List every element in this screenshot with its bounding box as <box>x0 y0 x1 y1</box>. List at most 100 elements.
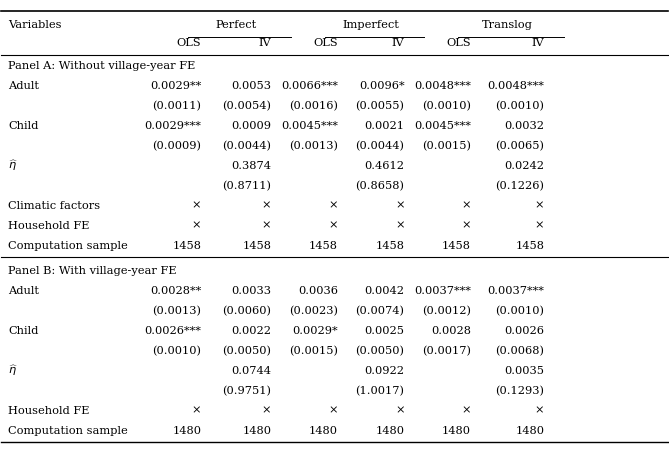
Text: (0.8658): (0.8658) <box>355 181 405 191</box>
Text: Household FE: Household FE <box>8 221 90 231</box>
Text: (0.0044): (0.0044) <box>355 141 405 151</box>
Text: Translog: Translog <box>482 20 533 30</box>
Text: 0.0028: 0.0028 <box>431 326 471 336</box>
Text: Perfect: Perfect <box>215 20 257 30</box>
Text: 1480: 1480 <box>172 425 201 436</box>
Text: (0.9751): (0.9751) <box>222 386 271 396</box>
Text: 1458: 1458 <box>442 241 471 251</box>
Text: ×: × <box>535 201 545 211</box>
Text: 0.3874: 0.3874 <box>231 161 271 171</box>
Text: ×: × <box>192 201 201 211</box>
Text: ×: × <box>328 201 338 211</box>
Text: 0.0028**: 0.0028** <box>150 286 201 296</box>
Text: ×: × <box>328 221 338 231</box>
Text: 0.0029**: 0.0029** <box>150 81 201 91</box>
Text: 0.0026: 0.0026 <box>504 326 545 336</box>
Text: 0.0009: 0.0009 <box>231 121 271 131</box>
Text: 0.0048***: 0.0048*** <box>488 81 545 91</box>
Text: ×: × <box>395 406 405 416</box>
Text: OLS: OLS <box>313 38 338 48</box>
Text: 0.0096*: 0.0096* <box>359 81 405 91</box>
Text: IV: IV <box>532 38 545 48</box>
Text: 0.0048***: 0.0048*** <box>414 81 471 91</box>
Text: 0.0032: 0.0032 <box>504 121 545 131</box>
Text: 1480: 1480 <box>309 425 338 436</box>
Text: Variables: Variables <box>8 20 62 30</box>
Text: ×: × <box>328 406 338 416</box>
Text: 1458: 1458 <box>309 241 338 251</box>
Text: Climatic factors: Climatic factors <box>8 201 100 211</box>
Text: (0.8711): (0.8711) <box>222 181 271 191</box>
Text: (0.0010): (0.0010) <box>422 101 471 111</box>
Text: (0.0050): (0.0050) <box>222 345 271 356</box>
Text: Imperfect: Imperfect <box>343 20 399 30</box>
Text: (0.0013): (0.0013) <box>153 306 201 316</box>
Text: 1480: 1480 <box>242 425 271 436</box>
Text: (1.0017): (1.0017) <box>355 386 405 396</box>
Text: Household FE: Household FE <box>8 406 90 416</box>
Text: 0.0045***: 0.0045*** <box>414 121 471 131</box>
Text: Panel A: Without village-year FE: Panel A: Without village-year FE <box>8 61 195 71</box>
Text: 1458: 1458 <box>172 241 201 251</box>
Text: (0.0015): (0.0015) <box>422 141 471 151</box>
Text: (0.0010): (0.0010) <box>495 306 545 316</box>
Text: OLS: OLS <box>446 38 471 48</box>
Text: (0.0010): (0.0010) <box>495 101 545 111</box>
Text: (0.0009): (0.0009) <box>153 141 201 151</box>
Text: ×: × <box>262 201 271 211</box>
Text: ×: × <box>395 221 405 231</box>
Text: ×: × <box>395 201 405 211</box>
Text: (0.0060): (0.0060) <box>222 306 271 316</box>
Text: 0.0744: 0.0744 <box>231 366 271 376</box>
Text: 0.0033: 0.0033 <box>231 286 271 296</box>
Text: 0.0022: 0.0022 <box>231 326 271 336</box>
Text: (0.0011): (0.0011) <box>153 101 201 111</box>
Text: 1458: 1458 <box>515 241 545 251</box>
Text: Panel B: With village-year FE: Panel B: With village-year FE <box>8 266 177 276</box>
Text: (0.1226): (0.1226) <box>495 181 545 191</box>
Text: 1458: 1458 <box>242 241 271 251</box>
Text: Computation sample: Computation sample <box>8 241 128 251</box>
Text: 0.0035: 0.0035 <box>504 366 545 376</box>
Text: (0.0065): (0.0065) <box>495 141 545 151</box>
Text: IV: IV <box>258 38 271 48</box>
Text: 0.0922: 0.0922 <box>365 366 405 376</box>
Text: ×: × <box>262 406 271 416</box>
Text: 1458: 1458 <box>375 241 405 251</box>
Text: 1480: 1480 <box>375 425 405 436</box>
Text: Child: Child <box>8 121 38 131</box>
Text: 0.0026***: 0.0026*** <box>145 326 201 336</box>
Text: 0.0242: 0.0242 <box>504 161 545 171</box>
Text: (0.0017): (0.0017) <box>422 345 471 356</box>
Text: (0.0015): (0.0015) <box>289 345 338 356</box>
Text: OLS: OLS <box>177 38 201 48</box>
Text: (0.0044): (0.0044) <box>222 141 271 151</box>
Text: ×: × <box>192 406 201 416</box>
Text: (0.0010): (0.0010) <box>153 345 201 356</box>
Text: 1480: 1480 <box>442 425 471 436</box>
Text: (0.0023): (0.0023) <box>289 306 338 316</box>
Text: 0.0037***: 0.0037*** <box>414 286 471 296</box>
Text: 0.0029***: 0.0029*** <box>145 121 201 131</box>
Text: (0.0012): (0.0012) <box>422 306 471 316</box>
Text: Child: Child <box>8 326 38 336</box>
Text: ×: × <box>462 406 471 416</box>
Text: ×: × <box>462 201 471 211</box>
Text: ×: × <box>535 406 545 416</box>
Text: Adult: Adult <box>8 286 39 296</box>
Text: (0.0074): (0.0074) <box>355 306 405 316</box>
Text: ×: × <box>192 221 201 231</box>
Text: $\widehat{\eta}$: $\widehat{\eta}$ <box>8 159 18 173</box>
Text: 0.4612: 0.4612 <box>365 161 405 171</box>
Text: ×: × <box>535 221 545 231</box>
Text: 0.0021: 0.0021 <box>365 121 405 131</box>
Text: IV: IV <box>392 38 405 48</box>
Text: 0.0045***: 0.0045*** <box>281 121 338 131</box>
Text: (0.0055): (0.0055) <box>355 101 405 111</box>
Text: Computation sample: Computation sample <box>8 425 128 436</box>
Text: (0.1293): (0.1293) <box>495 386 545 396</box>
Text: (0.0068): (0.0068) <box>495 345 545 356</box>
Text: 0.0036: 0.0036 <box>298 286 338 296</box>
Text: Adult: Adult <box>8 81 39 91</box>
Text: 0.0037***: 0.0037*** <box>488 286 545 296</box>
